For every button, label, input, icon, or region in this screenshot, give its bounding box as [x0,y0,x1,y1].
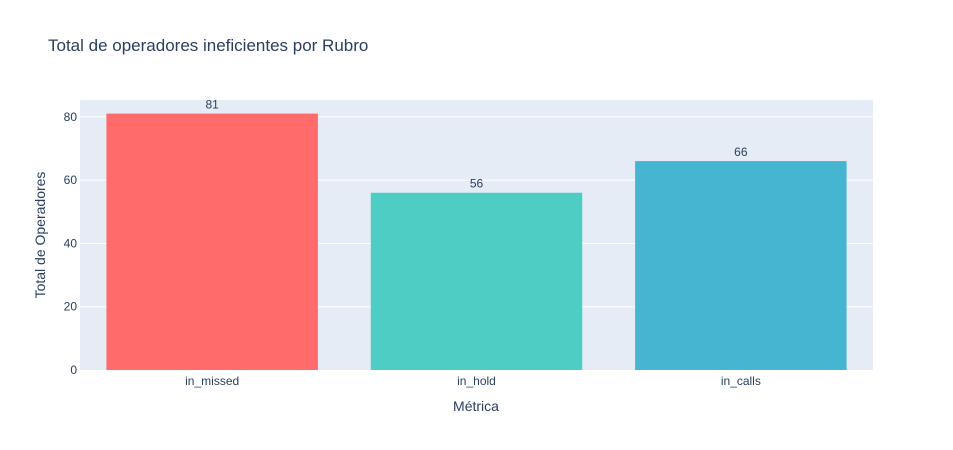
x-tick-label: in_calls [721,374,761,388]
y-axis-title: Total de Operadores [32,172,48,299]
bars [106,113,847,371]
y-tick-label: 80 [64,110,78,124]
bar-in-missed [106,113,318,371]
data-label: 66 [734,145,748,159]
x-axis-ticks: in_missed in_hold in_calls [185,374,761,388]
bar-in-calls [635,161,847,370]
chart-title: Total de operadores ineficientes por Rub… [48,36,368,55]
data-label: 56 [470,177,484,191]
bar-in-hold [370,192,583,370]
data-labels: 81 56 66 [205,98,747,191]
y-tick-label: 0 [70,363,77,377]
y-tick-label: 20 [64,300,78,314]
y-tick-label: 40 [64,236,78,250]
y-tick-label: 60 [64,173,78,187]
x-tick-label: in_hold [457,374,496,388]
x-tick-label: in_missed [185,374,239,388]
y-axis-ticks: 0 20 40 60 80 [64,110,78,377]
data-label: 81 [205,98,219,112]
x-axis-title: Métrica [453,398,499,414]
